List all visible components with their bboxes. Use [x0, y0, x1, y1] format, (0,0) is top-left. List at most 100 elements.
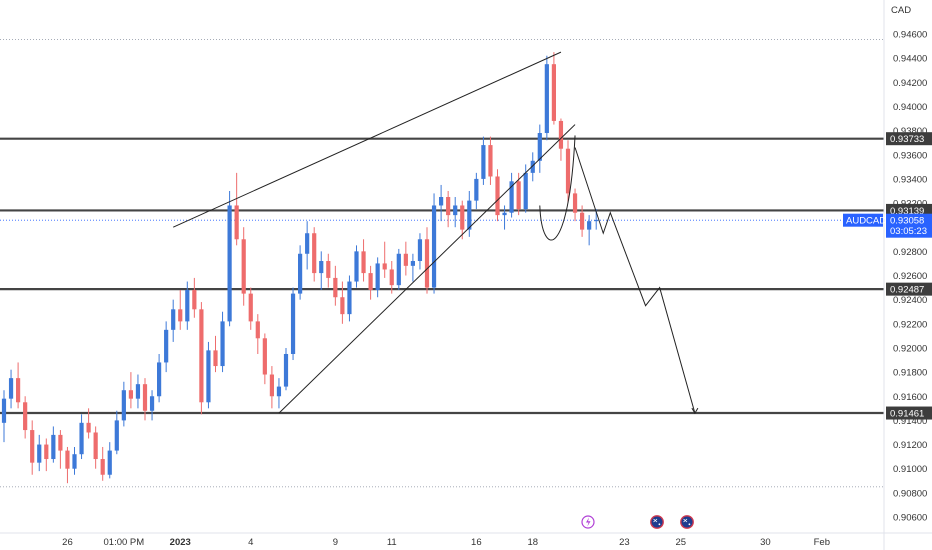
candle-body: [30, 430, 35, 463]
last-price-label: 0.93058: [890, 216, 924, 227]
y-tick-label: 0.91400: [893, 416, 927, 427]
candle-body: [142, 384, 148, 411]
candle-body: [439, 197, 444, 206]
dotted-reference-lines: [0, 39, 884, 488]
horizontal-levels[interactable]: [0, 137, 884, 415]
candle-body: [44, 444, 49, 460]
y-tick-label: 0.94400: [893, 54, 927, 65]
candle-body: [565, 148, 571, 194]
y-tick-label: 0.93400: [893, 174, 927, 185]
candle-body: [544, 64, 549, 134]
candle-body: [65, 450, 70, 469]
y-tick-label: 0.90600: [893, 513, 927, 524]
candle-body: [79, 422, 84, 455]
candle-body: [530, 160, 535, 173]
time-axis[interactable]: 26 01:00 PM 2023 4 9 11 16 18 23 25 30 Feb: [0, 532, 932, 548]
y-tick-label: 0.92800: [893, 247, 927, 258]
y-tick-label: 0.91800: [893, 368, 927, 379]
y-tick-label: 0.92400: [893, 295, 927, 306]
candle-body: [1, 398, 7, 423]
symbol-tag: [843, 213, 883, 227]
candle-body: [305, 233, 310, 254]
candle-body: [361, 251, 366, 274]
bounce-curve[interactable]: [539, 135, 576, 241]
candle-body: [107, 450, 112, 475]
y-tick-label: 0.93600: [893, 150, 927, 161]
x-tick-label: 4: [248, 537, 253, 548]
x-tick-label: Feb: [814, 537, 830, 548]
currency-label: CAD: [891, 5, 911, 16]
candle-body: [516, 181, 521, 210]
candle-body: [241, 239, 246, 294]
price-labels: 0.93733 0.93139 0.92487 0.91461 0.9305803:05…: [843, 132, 932, 420]
candle-body: [37, 444, 42, 463]
lower-trendline[interactable]: [278, 124, 576, 414]
y-tick-label: 0.94000: [893, 102, 927, 113]
candle-body: [51, 434, 56, 460]
last-price-tag: [886, 213, 932, 238]
candle-body: [417, 239, 423, 262]
candle-body: [121, 390, 126, 421]
level-price-tag: [886, 132, 932, 146]
candle-body: [149, 396, 155, 411]
candle-body: [16, 378, 21, 403]
candle-body: [431, 205, 437, 288]
candle-body: [594, 219, 599, 222]
y-tick-label: 0.91000: [893, 464, 927, 475]
x-tick-label: 9: [333, 537, 338, 548]
projection-arrowhead: [691, 407, 699, 415]
candle-body: [319, 261, 324, 274]
upper-trendline[interactable]: [172, 51, 562, 228]
x-tick-label: 18: [527, 537, 538, 548]
candle-body: [199, 309, 204, 403]
y-tick-label: 0.94600: [893, 30, 927, 41]
candlestick-series: [1, 52, 599, 484]
candle-body: [488, 145, 493, 177]
candle-body: [213, 350, 218, 367]
price-axis[interactable]: CAD 0.946000.944000.942000.940000.938000…: [883, 0, 927, 550]
candle-body: [178, 309, 183, 322]
candle-body: [283, 353, 289, 387]
candle-body: [234, 205, 239, 240]
au-flag-event-icon[interactable]: [680, 515, 694, 529]
x-tick-label: 2023: [170, 537, 191, 548]
y-tick-label: 0.92600: [893, 271, 927, 282]
candle-body: [93, 432, 98, 460]
x-tick-label: 11: [387, 537, 397, 548]
candle-body: [558, 120, 564, 149]
candle-body: [248, 293, 253, 322]
candle-body: [220, 321, 225, 367]
y-tick-label: 0.91200: [893, 440, 927, 451]
candle-body: [135, 384, 141, 399]
candle-body: [537, 133, 542, 161]
x-tick-label: 01:00 PM: [104, 537, 145, 548]
candle-body: [424, 239, 430, 288]
y-tick-label: 0.93800: [893, 126, 927, 137]
y-tick-label: 0.91600: [893, 392, 927, 403]
y-tick-label: 0.90800: [893, 488, 927, 499]
au-flag-event-icon[interactable]: [650, 515, 664, 529]
lightning-event-icon[interactable]: [581, 515, 595, 529]
candle-body: [474, 178, 479, 201]
candle-body: [114, 420, 119, 451]
candle-body: [298, 253, 303, 294]
x-tick-label: 16: [471, 537, 482, 548]
level-price-tag: [886, 406, 932, 420]
candle-body: [157, 362, 162, 397]
candle-body: [326, 261, 331, 278]
drawings[interactable]: [172, 51, 699, 415]
candle-body: [410, 261, 415, 266]
candle-body: [446, 197, 451, 216]
level-price-label: 0.93139: [890, 206, 924, 217]
candle-body: [333, 277, 338, 298]
candle-body: [403, 253, 408, 266]
candle-body: [467, 200, 472, 230]
candle-body: [587, 221, 592, 230]
candle-body: [481, 145, 486, 179]
projection-path[interactable]: [574, 147, 696, 414]
candle-body: [502, 212, 507, 216]
event-icons[interactable]: [581, 515, 694, 529]
candle-body: [382, 263, 387, 270]
